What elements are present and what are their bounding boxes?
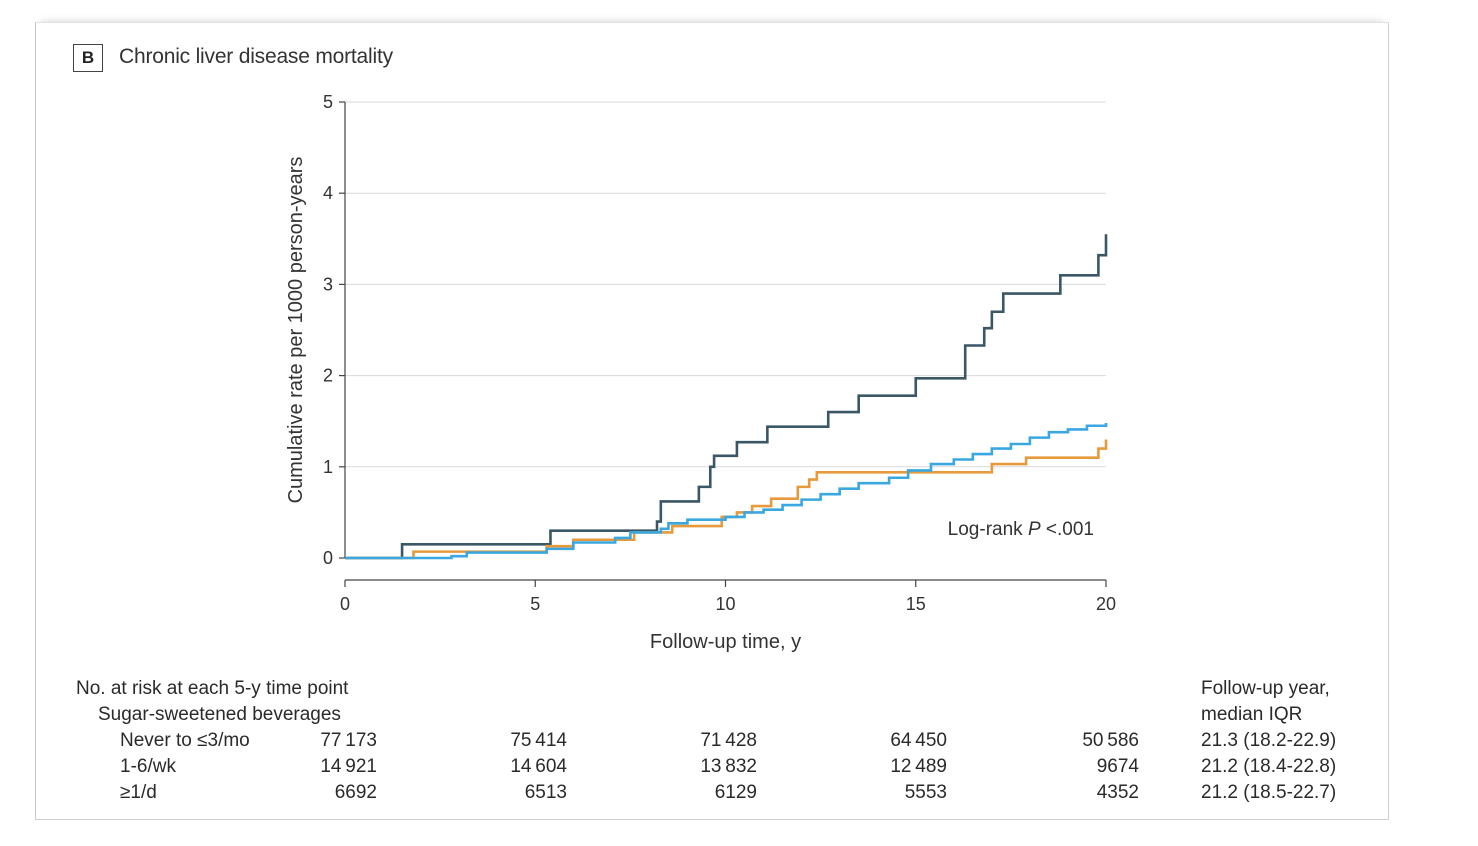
- risk-count: 6129: [714, 782, 757, 803]
- x-tick-label-5: 5: [530, 594, 540, 614]
- followup-median-iqr: 21.3 (18.2-22.9): [1201, 730, 1337, 751]
- risk-count: 4352: [1096, 782, 1139, 803]
- x-axis-label: Follow-up time, y: [650, 631, 801, 653]
- y-axis-label: Cumulative rate per 1000 person-years: [285, 157, 307, 504]
- risk-count: 13 832: [700, 756, 757, 777]
- x-tick-label-20: 20: [1096, 594, 1116, 614]
- y-tick-label-5: 5: [323, 92, 333, 112]
- risk-count: 6692: [334, 782, 377, 803]
- risk-row-label: ≥1/d: [120, 782, 157, 803]
- followup-median-iqr: 21.2 (18.4-22.8): [1201, 756, 1337, 777]
- risk-count: 5553: [904, 782, 947, 803]
- x-tick-label-10: 10: [715, 594, 735, 614]
- x-tick-label-0: 0: [340, 594, 350, 614]
- risk-count: 50 586: [1082, 730, 1139, 751]
- annotation-p: P: [1028, 519, 1041, 540]
- series-lines: [345, 234, 1108, 560]
- followup-heading-2: median IQR: [1201, 704, 1303, 725]
- y-tick-label-2: 2: [323, 366, 333, 386]
- risk-row-label: 1-6/wk: [120, 756, 176, 777]
- risk-table-heading: No. at risk at each 5-y time point: [76, 678, 349, 699]
- annotation-prefix: Log-rank: [948, 519, 1028, 540]
- axes: 0 1 2 3 4 5 0 5 10 15 20: [323, 92, 1116, 614]
- risk-table-subheading: Sugar-sweetened beverages: [98, 704, 341, 725]
- risk-count: 75 414: [510, 730, 567, 751]
- risk-count: 77 173: [320, 730, 377, 751]
- y-tick-label-1: 1: [323, 457, 333, 477]
- risk-count: 12 489: [890, 756, 947, 777]
- x-tick-label-15: 15: [906, 594, 926, 614]
- followup-median-iqr: 21.2 (18.5-22.7): [1201, 782, 1337, 803]
- risk-count: 71 428: [700, 730, 757, 751]
- figure-panel: [35, 22, 1389, 820]
- y-tick-label-4: 4: [323, 183, 333, 203]
- panel-title: Chronic liver disease mortality: [119, 45, 393, 68]
- y-tick-label-3: 3: [323, 274, 333, 294]
- risk-count: 6513: [524, 782, 567, 803]
- risk-count: 14 921: [320, 756, 377, 777]
- series-line-2: [345, 439, 1108, 560]
- series-line-3: [345, 423, 1108, 560]
- series-line-1: [345, 234, 1108, 560]
- risk-count: 9674: [1096, 756, 1139, 777]
- y-tick-label-0: 0: [323, 548, 333, 568]
- risk-count: 14 604: [510, 756, 567, 777]
- risk-count: 64 450: [890, 730, 947, 751]
- grid-lines: [345, 101, 1106, 468]
- annotation-suffix: <.001: [1041, 519, 1094, 540]
- followup-heading-1: Follow-up year,: [1201, 678, 1330, 699]
- log-rank-annotation: Log-rank P <.001: [948, 519, 1094, 540]
- panel-letter: B: [73, 44, 103, 72]
- risk-row-label: Never to ≤3/mo: [120, 730, 250, 751]
